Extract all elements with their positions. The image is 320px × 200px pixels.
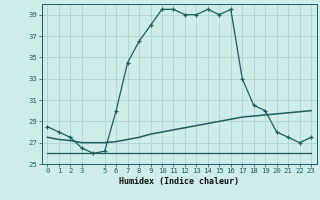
X-axis label: Humidex (Indice chaleur): Humidex (Indice chaleur) [119, 177, 239, 186]
